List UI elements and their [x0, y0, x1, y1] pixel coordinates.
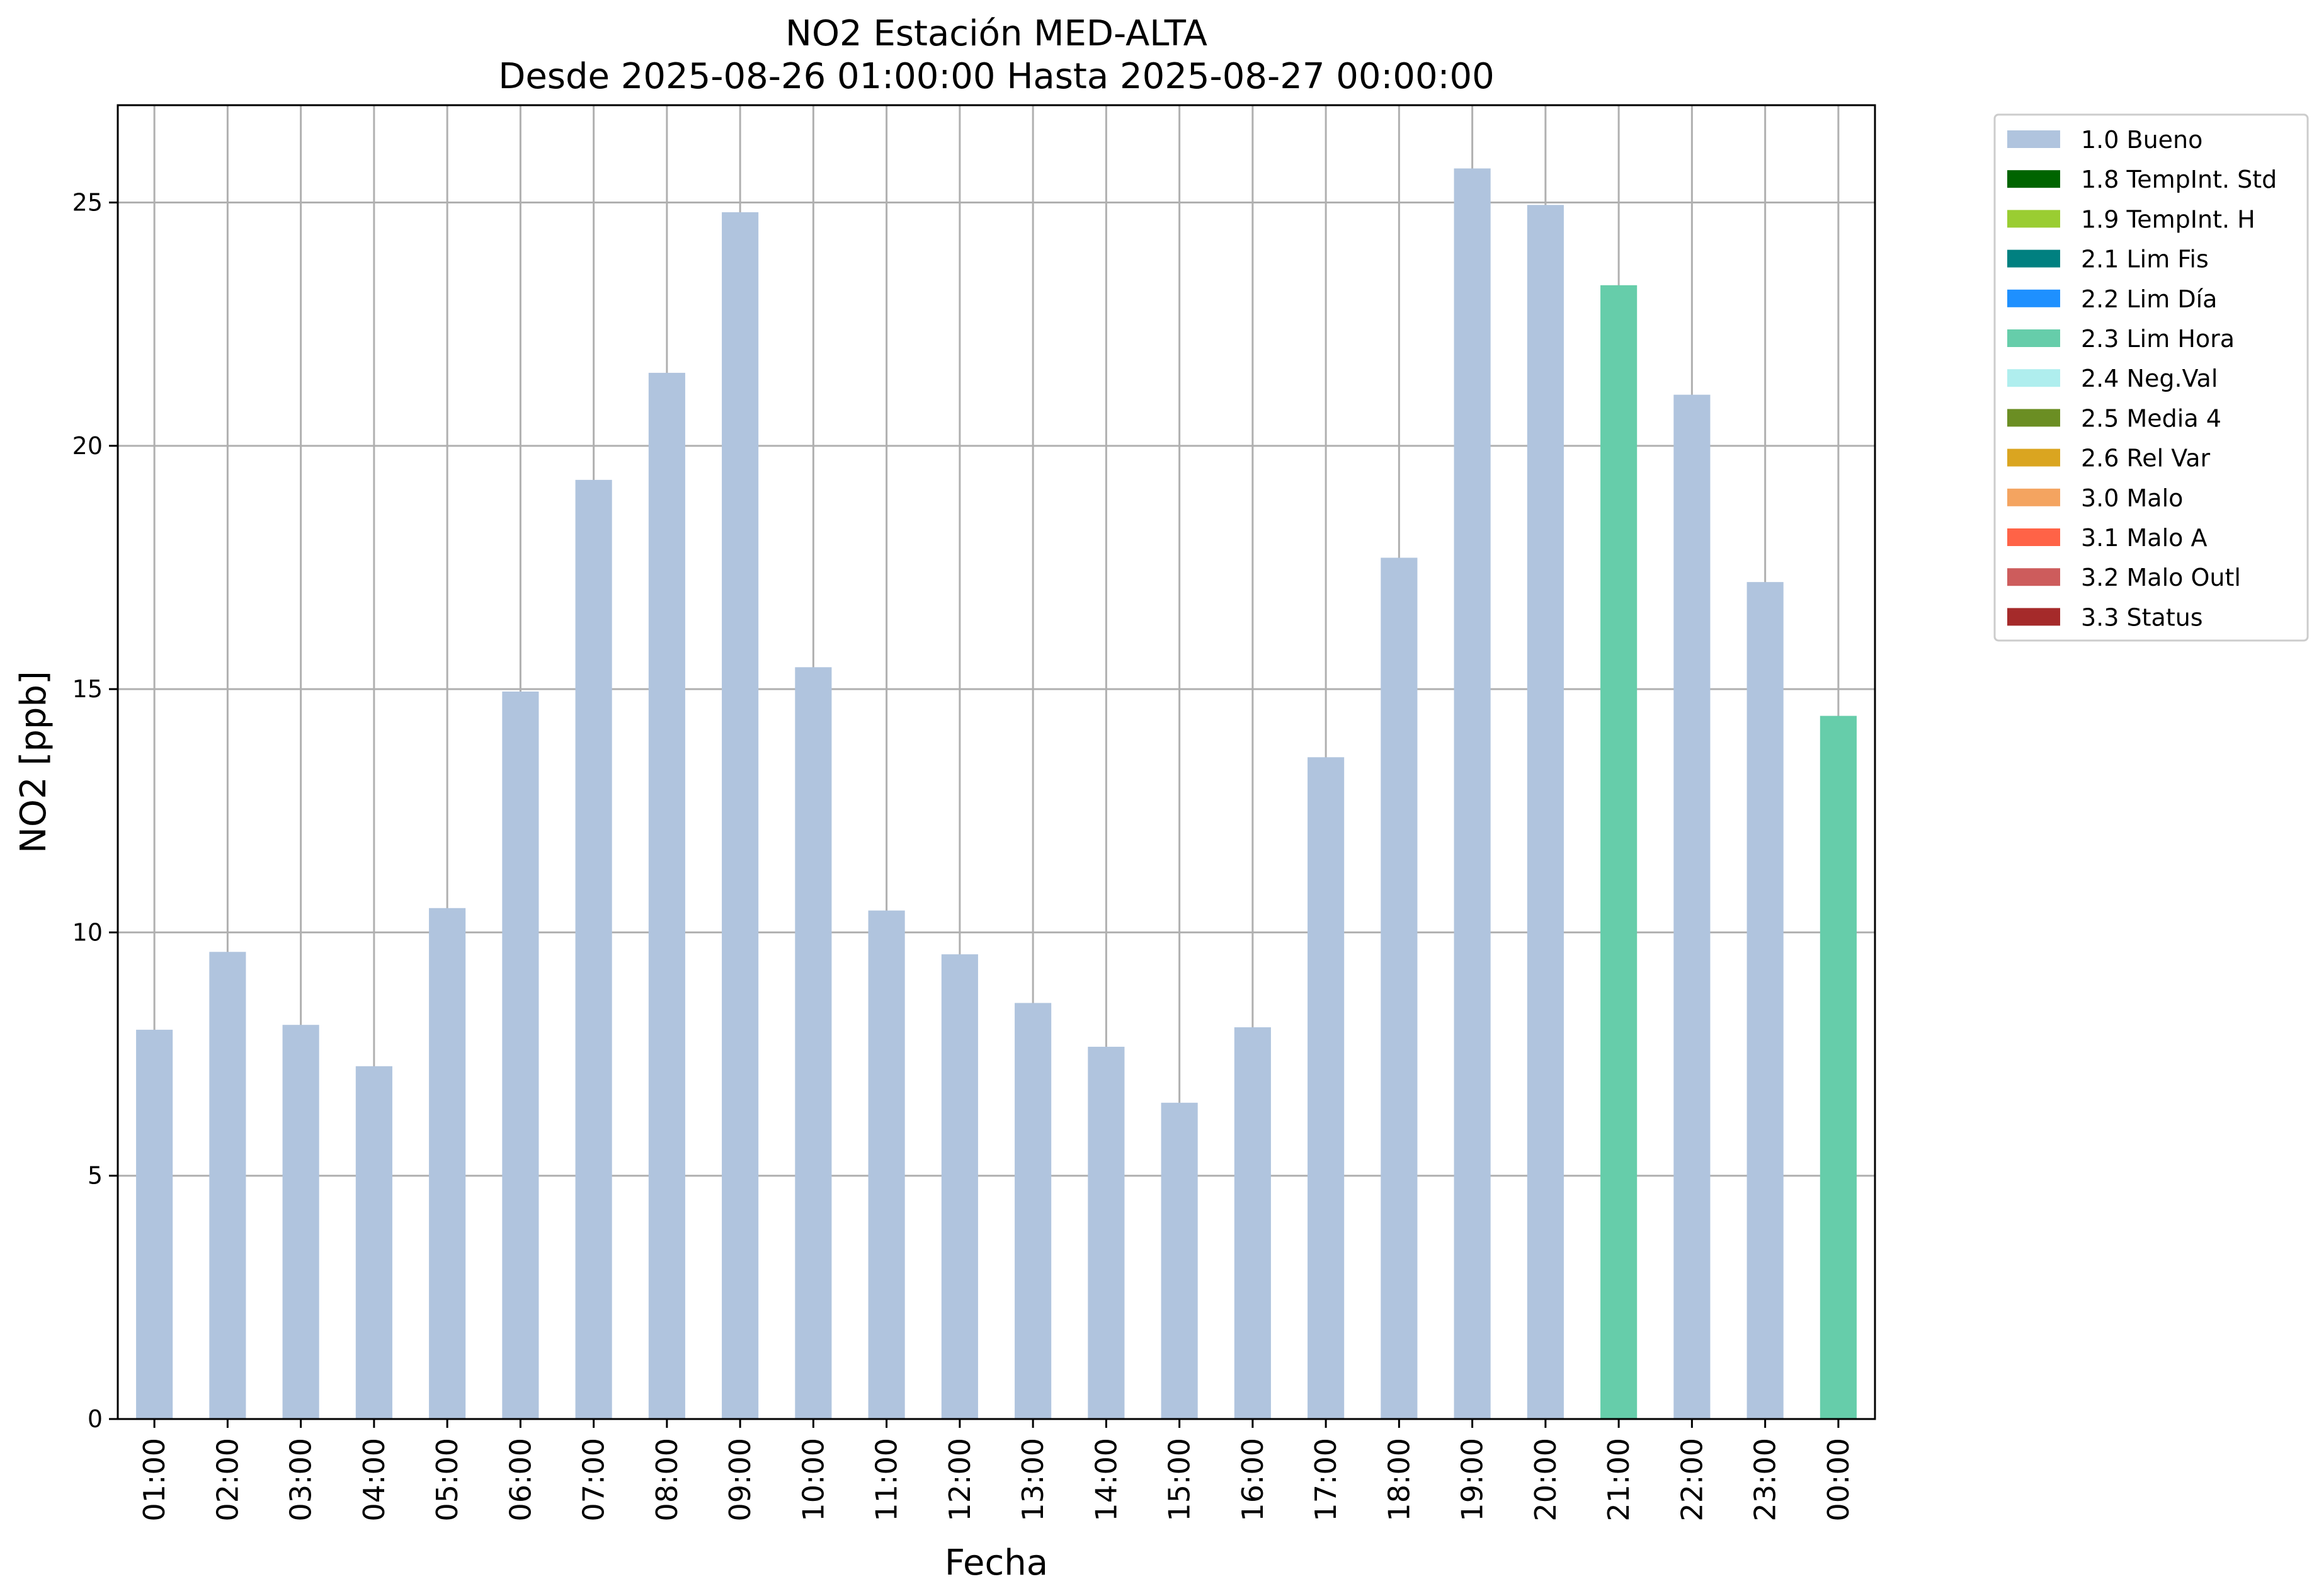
legend-label: 2.6 Rel Var — [2081, 445, 2211, 472]
bar-21:00 — [1600, 285, 1638, 1419]
x-tick-label: 11:00 — [870, 1438, 904, 1522]
bar-22:00 — [1673, 394, 1711, 1419]
legend: 1.0 Bueno 1.8 TempInt. Std 1.9 TempInt. H 2… — [1993, 113, 2309, 642]
x-tick-label: 23:00 — [1748, 1438, 1782, 1522]
legend-label: 2.3 Lim Hora — [2081, 325, 2235, 353]
bar-19:00 — [1454, 168, 1491, 1420]
x-tick-label: 20:00 — [1529, 1438, 1563, 1522]
bar-17:00 — [1308, 757, 1345, 1419]
x-tick-label: 18:00 — [1382, 1438, 1416, 1522]
bar-04:00 — [355, 1066, 392, 1419]
x-tick-label: 02:00 — [210, 1438, 244, 1522]
chart-subtitle: Desde 2025-08-26 01:00:00 Hasta 2025-08-… — [498, 56, 1495, 97]
bar-15:00 — [1161, 1102, 1198, 1419]
bar-05:00 — [429, 908, 466, 1419]
legend-label: 3.1 Malo A — [2081, 524, 2207, 552]
legend-swatch — [2007, 528, 2060, 546]
legend-label: 1.0 Bueno — [2081, 126, 2202, 154]
y-axis-label: NO2 [ppb] — [13, 671, 54, 853]
bar-13:00 — [1015, 1003, 1052, 1419]
legend-label: 2.5 Media 4 — [2081, 404, 2221, 432]
legend-swatch — [2007, 170, 2060, 188]
bar-12:00 — [941, 954, 978, 1419]
legend-box — [1993, 113, 2309, 642]
chart-title: NO2 Estación MED-ALTA — [785, 13, 1207, 54]
x-axis-label: Fecha — [945, 1542, 1048, 1583]
legend-label: 2.1 Lim Fis — [2081, 246, 2209, 273]
x-tick-label: 06:00 — [503, 1438, 537, 1522]
x-tick-label: 00:00 — [1821, 1438, 1855, 1522]
x-tick-label: 04:00 — [357, 1438, 391, 1522]
legend-label: 3.0 Malo — [2081, 484, 2183, 512]
x-tick-label: 19:00 — [1456, 1438, 1490, 1522]
legend-swatch — [2007, 608, 2060, 626]
y-tick-label: 15 — [72, 675, 103, 703]
bar-16:00 — [1234, 1027, 1271, 1419]
x-tick-label: 17:00 — [1309, 1438, 1343, 1522]
bar-03:00 — [282, 1025, 319, 1419]
y-tick-label: 20 — [72, 432, 103, 460]
y-tick-label: 25 — [72, 189, 103, 217]
legend-swatch — [2007, 329, 2060, 347]
y-tick-label: 10 — [72, 918, 103, 946]
legend-swatch — [2007, 448, 2060, 467]
legend-label: 1.9 TempInt. H — [2081, 205, 2255, 233]
y-tick-label: 5 — [88, 1162, 103, 1190]
x-tick-label: 21:00 — [1602, 1438, 1636, 1522]
x-tick-label: 15:00 — [1163, 1438, 1197, 1522]
bars — [136, 168, 1857, 1420]
bar-02:00 — [209, 952, 246, 1419]
legend-swatch — [2007, 409, 2060, 427]
y-tick-label: 0 — [88, 1405, 103, 1433]
x-tick-label: 08:00 — [650, 1438, 684, 1522]
y-axis-ticks: 0 5 10 15 20 25 — [72, 189, 118, 1433]
legend-swatch — [2007, 369, 2060, 387]
bar-01:00 — [136, 1029, 173, 1419]
bar-07:00 — [575, 479, 612, 1420]
legend-swatch — [2007, 249, 2060, 268]
legend-label: 1.8 TempInt. Std — [2081, 166, 2277, 193]
legend-swatch — [2007, 130, 2060, 148]
legend-swatch — [2007, 488, 2060, 506]
x-tick-label: 01:00 — [137, 1438, 171, 1522]
legend-swatch — [2007, 568, 2060, 586]
x-tick-label: 09:00 — [723, 1438, 757, 1522]
bar-00:00 — [1820, 715, 1857, 1419]
x-tick-label: 12:00 — [943, 1438, 977, 1522]
legend-label: 2.4 Neg.Val — [2081, 365, 2218, 392]
legend-swatch — [2007, 210, 2060, 228]
legend-label: 3.2 Malo Outl — [2081, 564, 2241, 591]
bar-08:00 — [648, 372, 685, 1419]
legend-label: 3.3 Status — [2081, 603, 2203, 631]
x-tick-label: 22:00 — [1675, 1438, 1709, 1522]
x-tick-label: 10:00 — [796, 1438, 830, 1522]
bar-11:00 — [868, 910, 905, 1419]
x-tick-label: 13:00 — [1016, 1438, 1050, 1522]
bar-18:00 — [1381, 557, 1418, 1419]
plot-area-frame — [117, 104, 1876, 1420]
legend-swatch — [2007, 289, 2060, 307]
x-tick-label: 14:00 — [1089, 1438, 1123, 1522]
x-tick-label: 07:00 — [577, 1438, 611, 1522]
bar-20:00 — [1527, 205, 1564, 1419]
x-tick-label: 05:00 — [430, 1438, 464, 1522]
x-tick-label: 03:00 — [284, 1438, 318, 1522]
x-tick-label: 16:00 — [1236, 1438, 1270, 1522]
bar-14:00 — [1088, 1046, 1125, 1419]
legend-label: 2.2 Lim Día — [2081, 285, 2217, 313]
bar-09:00 — [722, 212, 759, 1420]
bar-10:00 — [795, 667, 832, 1419]
bar-06:00 — [502, 691, 539, 1419]
x-axis-ticks: 01:00 02:00 03:00 04:00 05:00 06:00 07:00 08:00… — [137, 1419, 1855, 1522]
bar-23:00 — [1746, 582, 1784, 1419]
